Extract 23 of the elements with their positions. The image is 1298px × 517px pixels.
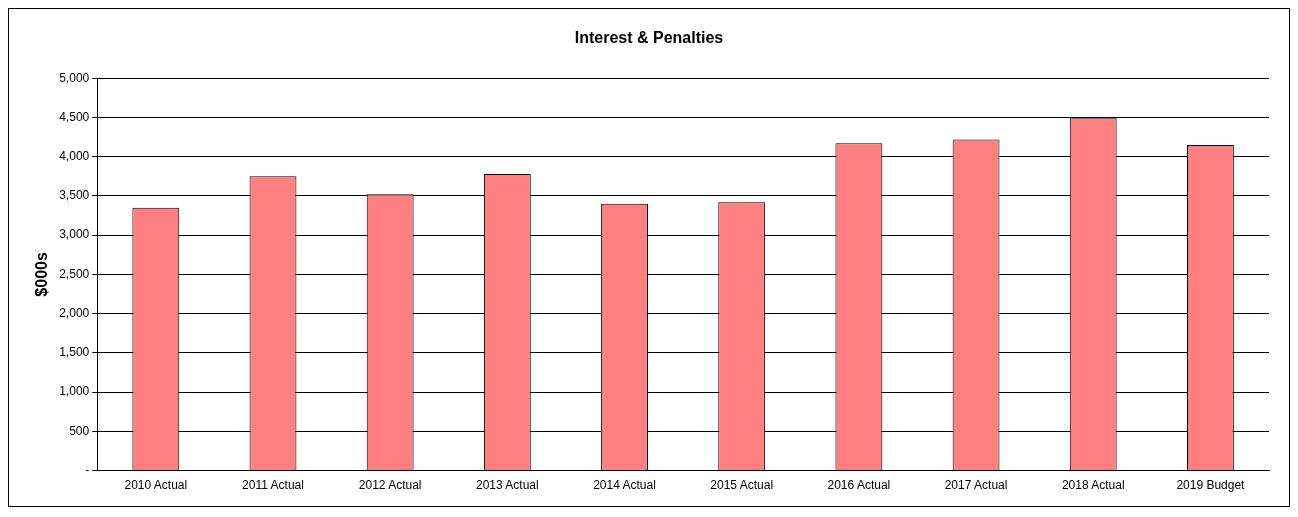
x-tick-label: 2019 Budget: [1176, 478, 1246, 493]
x-tick-label: 2017 Actual: [944, 478, 1008, 493]
x-tick-label: 2015 Actual: [710, 478, 774, 493]
chart-title: Interest & Penalties: [574, 29, 724, 47]
x-tick-label: 2011 Actual: [242, 478, 304, 493]
y-tick-label: 1,500: [59, 345, 90, 360]
y-tick-label: 5,000: [59, 70, 90, 85]
x-tick-label: 2016 Actual: [827, 478, 891, 493]
y-tick-label: 2,000: [59, 305, 90, 320]
x-tick-label: 2014 Actual: [593, 478, 656, 493]
x-tick-label: 2018 Actual: [1061, 478, 1125, 493]
x-tick-label: 2013 Actual: [475, 478, 539, 493]
y-tick-label: 4,000: [59, 148, 90, 163]
y-tick-label: 1,000: [59, 384, 90, 399]
y-tick-label: -: [85, 462, 90, 477]
y-tick-label: 4,500: [59, 109, 90, 124]
x-tick-label: 2010 Actual: [124, 478, 188, 493]
y-axis-title: $000s: [33, 252, 51, 297]
y-tick-label: 2,500: [59, 266, 90, 281]
y-tick-label: 3,000: [59, 227, 90, 242]
y-tick-label: 500: [69, 423, 90, 438]
x-tick-label: 2012 Actual: [358, 478, 422, 493]
y-tick-label: 3,500: [59, 188, 90, 203]
